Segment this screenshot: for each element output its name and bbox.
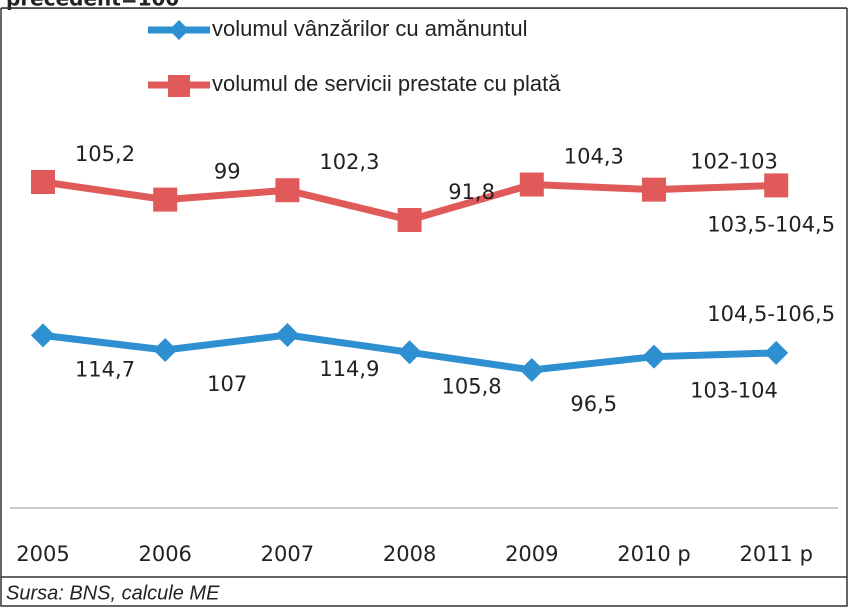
marker — [153, 338, 178, 363]
data-label: 102-103 — [690, 150, 778, 174]
data-label: 105,8 — [442, 374, 502, 398]
x-tick-label: 2011 p — [739, 542, 812, 566]
x-tick-label: 2006 — [138, 542, 191, 566]
header-band — [0, 0, 848, 8]
marker — [397, 208, 422, 232]
x-tick-label: 2008 — [383, 542, 436, 566]
data-label: 103,5-104,5 — [707, 212, 835, 236]
data-label: 104,5-106,5 — [707, 302, 835, 326]
legend-marker — [169, 20, 189, 40]
marker — [275, 323, 300, 347]
marker — [31, 323, 55, 348]
legend-label: volumul de servicii prestate cu plată — [212, 71, 561, 96]
data-label: 104,3 — [564, 145, 624, 169]
marker — [275, 178, 300, 203]
legend-label: volumul vânzărilor cu amănuntul — [212, 16, 528, 41]
marker — [642, 177, 666, 202]
marker — [642, 344, 666, 369]
marker — [519, 172, 544, 197]
source: Sursa: BNS, calcule ME — [6, 582, 220, 604]
chart-title: precedent=100 — [6, 0, 179, 11]
data-label: 103-104 — [690, 379, 778, 403]
data-label: 99 — [214, 160, 241, 184]
marker — [153, 187, 178, 212]
data-label: 91,8 — [448, 180, 495, 204]
x-tick-label: 2007 — [261, 542, 314, 566]
x-tick-label: 2009 — [505, 542, 558, 566]
marker — [519, 358, 544, 382]
marker — [764, 173, 789, 198]
data-label: 96,5 — [570, 392, 617, 416]
legend-marker — [168, 75, 190, 97]
data-label: 102,3 — [319, 150, 379, 174]
marker — [764, 340, 789, 365]
x-tick-label: 2005 — [16, 542, 69, 566]
data-label: 107 — [207, 372, 247, 396]
data-label: 105,2 — [75, 142, 135, 166]
data-label: 114,7 — [75, 357, 135, 381]
x-tick-label: 2010 p — [617, 542, 690, 566]
data-label: 114,9 — [319, 357, 379, 381]
marker — [397, 340, 422, 365]
marker — [31, 170, 55, 194]
